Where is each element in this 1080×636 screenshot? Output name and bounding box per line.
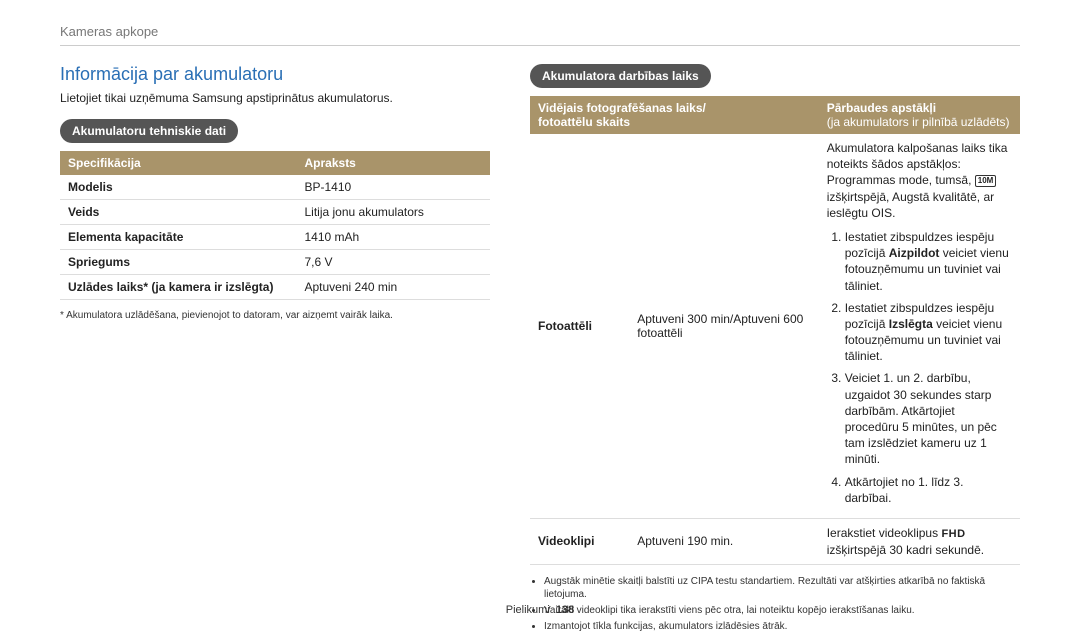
spec-footnote: * Akumulatora uzlādēšana, pievienojot to… — [60, 310, 490, 321]
spec-val: 1410 mAh — [297, 225, 491, 250]
spec-key: Modelis — [60, 175, 297, 200]
spec-table: Specifikācija Apraksts Modelis BP-1410 V… — [60, 151, 490, 300]
column-right: Akumulatora darbības laiks Vidējais foto… — [530, 64, 1020, 636]
runtime-head-col2: Pārbaudes apstākļi (ja akumulators ir pi… — [819, 96, 1020, 134]
runtime-head-col1b: fotoattēlu skaits — [538, 115, 630, 129]
photos-label: Fotoattēli — [530, 134, 629, 518]
video-conditions: Ierakstiet videoklipus FHD izšķirtspējā … — [819, 518, 1020, 564]
video-desc-b: izšķirtspējā 30 kadri sekundē. — [827, 543, 984, 557]
table-row: Veids Litija jonu akumulators — [60, 200, 490, 225]
spec-key: Elementa kapacitāte — [60, 225, 297, 250]
video-value: Aptuveni 190 min. — [629, 518, 819, 564]
page-title: Informācija par akumulatoru — [60, 64, 490, 85]
photos-value: Aptuveni 300 min/Aptuveni 600 fotoattēli — [629, 134, 819, 518]
spec-val: 7,6 V — [297, 250, 491, 275]
table-row: Videoklipi Aptuveni 190 min. Ierakstiet … — [530, 518, 1020, 564]
runtime-head-col1a: Vidējais fotografēšanas laiks/ — [538, 101, 706, 115]
cond-intro-b: izšķirtspējā, Augstā kvalitātē, ar ieslē… — [827, 190, 994, 220]
runtime-head-col2a: Pārbaudes apstākļi — [827, 101, 936, 115]
video-desc-a: Ierakstiet videoklipus — [827, 526, 942, 540]
step-1: Iestatiet zibspuldzes iespēju pozīcijā A… — [845, 229, 1012, 294]
runtime-head-col2b: (ja akumulators ir pilnībā uzlādēts) — [827, 115, 1010, 129]
spec-val: Litija jonu akumulators — [297, 200, 491, 225]
table-row: Elementa kapacitāte 1410 mAh — [60, 225, 490, 250]
step-2b: Izslēgta — [889, 317, 933, 331]
footer-label: Pielikumi — [506, 604, 550, 616]
spec-key: Veids — [60, 200, 297, 225]
runtime-table: Vidējais fotografēšanas laiks/ fotoattēl… — [530, 96, 1020, 565]
cond-intro: Akumulatora kalpošanas laiks tika noteik… — [827, 140, 1012, 221]
resolution-icon: 10M — [975, 175, 997, 187]
note-item: Augstāk minētie skaitļi balstīti uz CIPA… — [544, 575, 1020, 601]
table-row: Uzlādes laiks* (ja kamera ir izslēgta) A… — [60, 275, 490, 300]
note-item: Izmantojot tīkla funkcijas, akumulators … — [544, 620, 1020, 633]
page-number: 138 — [556, 604, 574, 616]
spec-val: Aptuveni 240 min — [297, 275, 491, 300]
table-row: Spriegums 7,6 V — [60, 250, 490, 275]
spec-key: Uzlādes laiks* (ja kamera ir izslēgta) — [60, 275, 297, 300]
section-title-runtime: Akumulatora darbības laiks — [530, 64, 711, 88]
divider-top — [60, 45, 1020, 46]
table-row: Modelis BP-1410 — [60, 175, 490, 200]
spec-val: BP-1410 — [297, 175, 491, 200]
column-left: Informācija par akumulatoru Lietojiet ti… — [60, 64, 490, 636]
fhd-icon: FHD — [941, 527, 965, 542]
spec-key: Spriegums — [60, 250, 297, 275]
spec-head-col2: Apraksts — [297, 151, 491, 175]
table-row: Fotoattēli Aptuveni 300 min/Aptuveni 600… — [530, 134, 1020, 518]
step-3: Veiciet 1. un 2. darbību, uzgaidot 30 se… — [845, 370, 1012, 467]
video-desc: Ierakstiet videoklipus FHD izšķirtspējā … — [827, 526, 984, 557]
step-2: Iestatiet zibspuldzes iespēju pozīcijā I… — [845, 300, 1012, 365]
section-title-spec: Akumulatoru tehniskie dati — [60, 119, 238, 143]
photos-conditions: Akumulatora kalpošanas laiks tika noteik… — [819, 134, 1020, 518]
page-footer: Pielikumi 138 — [0, 604, 1080, 616]
steps-list: Iestatiet zibspuldzes iespēju pozīcijā A… — [827, 229, 1012, 506]
spec-head-col1: Specifikācija — [60, 151, 297, 175]
breadcrumb: Kameras apkope — [60, 24, 1020, 39]
intro-text: Lietojiet tikai uzņēmuma Samsung apstipr… — [60, 91, 490, 105]
step-4: Atkārtojiet no 1. līdz 3. darbībai. — [845, 474, 1012, 506]
video-label: Videoklipi — [530, 518, 629, 564]
content-columns: Informācija par akumulatoru Lietojiet ti… — [60, 64, 1020, 636]
runtime-head-col1: Vidējais fotografēšanas laiks/ fotoattēl… — [530, 96, 819, 134]
step-1b: Aizpildot — [889, 246, 940, 260]
